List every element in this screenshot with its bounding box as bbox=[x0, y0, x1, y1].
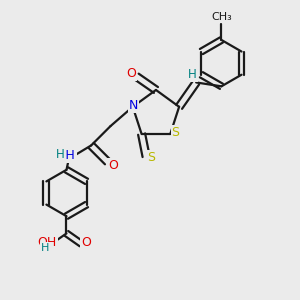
Text: NH: NH bbox=[57, 149, 76, 162]
Text: H: H bbox=[188, 68, 197, 81]
Text: H: H bbox=[41, 243, 49, 253]
Text: S: S bbox=[172, 126, 180, 139]
Text: OH: OH bbox=[38, 236, 57, 249]
Text: CH₃: CH₃ bbox=[211, 12, 232, 22]
Text: H: H bbox=[56, 148, 65, 161]
Text: O: O bbox=[108, 159, 118, 172]
Text: O: O bbox=[126, 67, 136, 80]
Text: N: N bbox=[129, 98, 138, 112]
Text: O: O bbox=[81, 236, 91, 249]
Text: S: S bbox=[147, 151, 155, 164]
